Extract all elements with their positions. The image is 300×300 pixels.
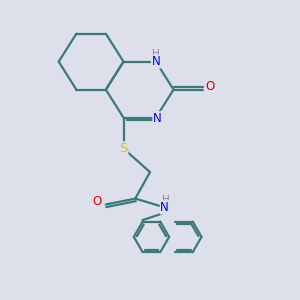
- Text: N: N: [152, 55, 160, 68]
- Text: H: H: [152, 49, 160, 59]
- Text: O: O: [92, 195, 102, 208]
- Text: H: H: [162, 195, 170, 205]
- Text: N: N: [160, 201, 169, 214]
- Text: S: S: [119, 142, 128, 155]
- Text: O: O: [206, 80, 215, 93]
- Text: N: N: [153, 112, 162, 125]
